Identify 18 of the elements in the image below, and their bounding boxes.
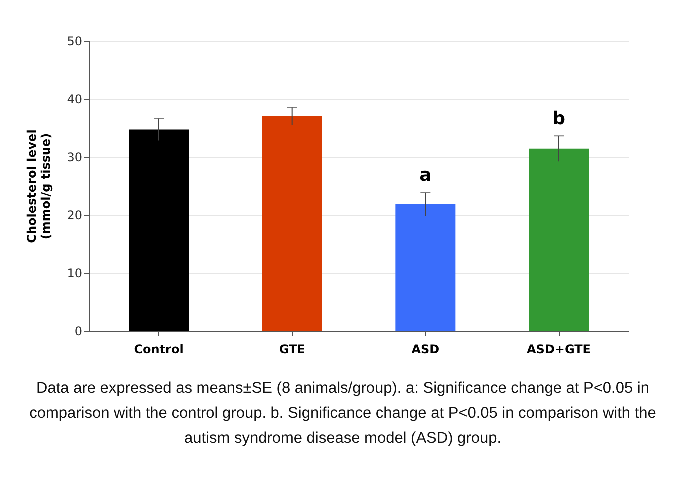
bar (129, 130, 189, 331)
y-tick-label: 0 (74, 324, 82, 338)
y-tick-label: 10 (67, 266, 82, 280)
x-tick-label: GTE (279, 342, 306, 356)
text: Data are expressed as means±SE (8 animals/group). a: Significance change at P<0.05 in comparison with the control group. b. Significance change at P<0.05 in comparison with the autism syndrome disease model (ASD) group. (28, 379, 658, 449)
bar (529, 148, 589, 331)
y-tick-label: 50 (67, 34, 82, 48)
bar (396, 204, 456, 331)
bar (262, 116, 322, 331)
x-tick-label: Control (134, 342, 184, 356)
annotation: b (552, 108, 566, 130)
annotation: a (420, 165, 432, 186)
y-tick-label: 20 (67, 208, 82, 222)
x-tick-label: ASD+GTE (527, 342, 591, 356)
y-tick-label: 40 (67, 92, 82, 106)
y-tick-label: 30 (67, 150, 82, 164)
y-axis-title: Cholesterol level (mmol/g tissue) (25, 130, 54, 244)
x-tick-label: ASD (412, 342, 440, 356)
